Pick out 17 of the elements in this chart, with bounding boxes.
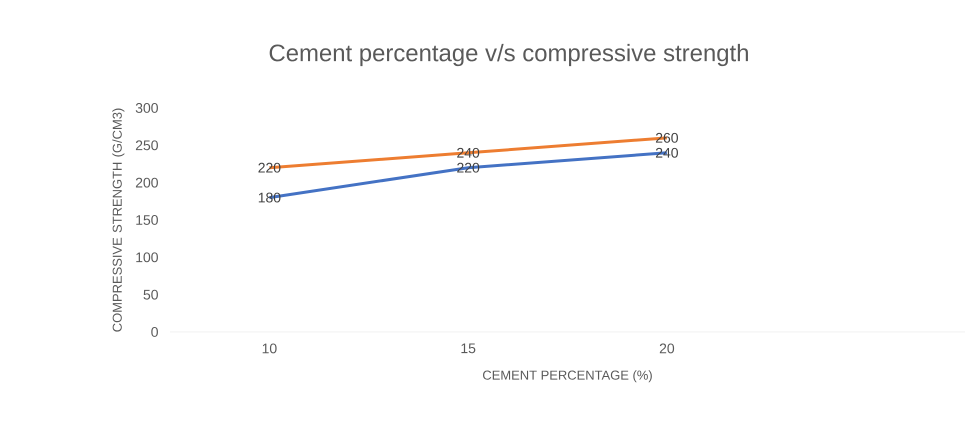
- y-axis-title: COMPRESSIVE STRENGTH (G/CM3): [112, 108, 124, 332]
- x-axis-title: CEMENT PERCENTAGE (%): [483, 370, 652, 382]
- y-tick-label: 250: [136, 140, 158, 150]
- data-label: 180: [258, 192, 280, 203]
- x-tick-label: 20: [660, 343, 674, 354]
- x-tick-label: 15: [461, 344, 476, 354]
- data-label: 240: [656, 148, 678, 158]
- x-tick-label: 10: [262, 343, 277, 354]
- chart-title: Cement percentage v/s compressive strength: [270, 44, 748, 66]
- data-label: 260: [656, 132, 678, 143]
- y-tick-label: 100: [136, 252, 158, 262]
- y-tick-label: 300: [136, 103, 158, 113]
- y-tick-label: 200: [136, 178, 158, 188]
- y-tick-label: 50: [144, 290, 158, 300]
- y-tick-label: 0: [151, 327, 158, 337]
- data-label: 220: [258, 162, 280, 173]
- y-tick-label: 150: [136, 215, 158, 225]
